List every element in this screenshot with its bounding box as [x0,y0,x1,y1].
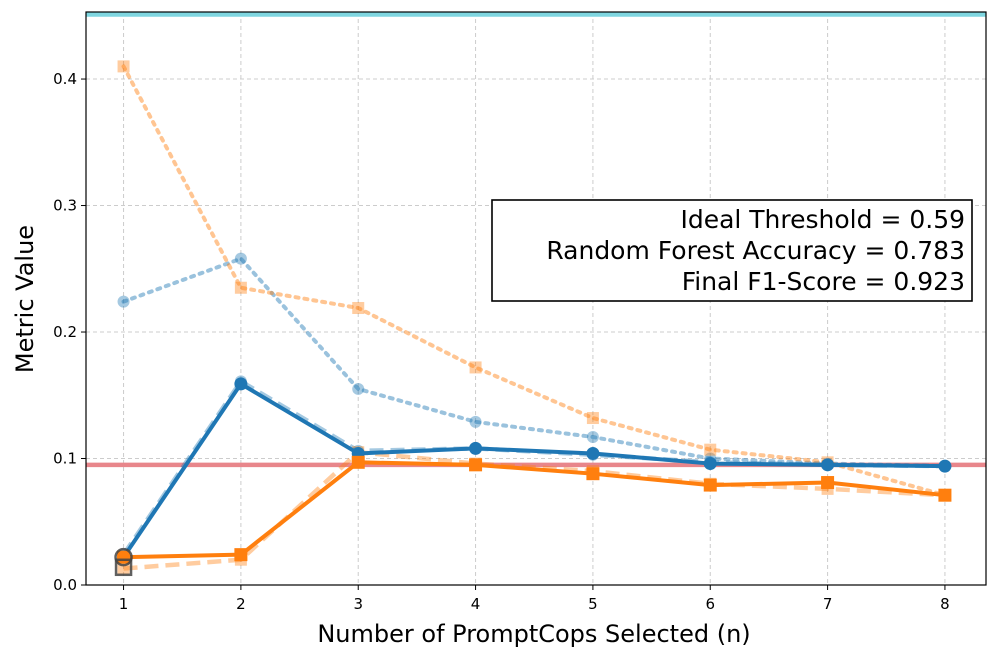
series-line [123,460,946,560]
data-point [234,281,247,294]
data-point [469,458,483,472]
x-tick-label: 8 [940,595,950,613]
x-tick-label: 7 [823,595,833,613]
series [117,60,952,575]
y-tick-label: 0.4 [53,70,77,88]
annotation-box: Ideal Threshold = 0.59 Random Forest Acc… [491,199,973,302]
highlight-square-marker [114,558,133,577]
data-point [821,458,835,472]
annotation-frame [491,199,973,302]
x-tick-label: 3 [353,595,363,613]
x-tick-label: 4 [471,595,481,613]
annotation-line-accuracy: Random Forest Accuracy = 0.783 [546,236,965,265]
data-point [703,457,717,471]
y-tick-label: 0.3 [53,197,77,215]
x-tick-label: 2 [236,595,246,613]
data-point [938,488,952,502]
series-solid-orange [117,455,952,564]
series-line [121,64,947,498]
data-point [586,431,599,444]
data-point [352,382,365,395]
x-axis-title: Number of PromptCops Selected (n) [317,620,750,648]
series-line [121,381,945,559]
data-point [469,361,482,374]
data-point [234,377,248,391]
series-line [121,379,945,556]
data-point [703,478,717,492]
x-tick-label: 1 [119,595,129,613]
data-point [586,446,600,460]
x-tick-label: 5 [588,595,598,613]
data-point [821,476,835,490]
data-point [351,455,365,469]
annotation-line-f1: Final F1-Score = 0.923 [682,267,965,296]
y-axis-title: Metric Value [11,225,39,373]
data-point [352,301,365,314]
axes: 1 2 3 4 5 6 7 8 0.0 0.1 0.2 0.3 0.4 [53,11,987,613]
data-point [234,252,247,265]
data-point [586,467,600,481]
highlight-circle-marker [114,547,133,567]
data-point [117,550,131,564]
x-tick-label: 6 [705,595,715,613]
data-point [117,295,130,308]
data-point [704,443,717,456]
data-point [586,412,599,425]
data-point [469,441,483,455]
data-point [234,548,248,562]
highlight-markers [114,547,133,577]
data-point [469,415,482,428]
plot-frame [85,11,987,586]
y-tick-label: 0.0 [53,576,77,594]
data-point [938,459,952,473]
y-tick-label: 0.2 [53,323,77,341]
annotation-line-threshold: Ideal Threshold = 0.59 [680,205,965,234]
data-point [117,60,130,73]
y-tick-label: 0.1 [53,450,77,468]
